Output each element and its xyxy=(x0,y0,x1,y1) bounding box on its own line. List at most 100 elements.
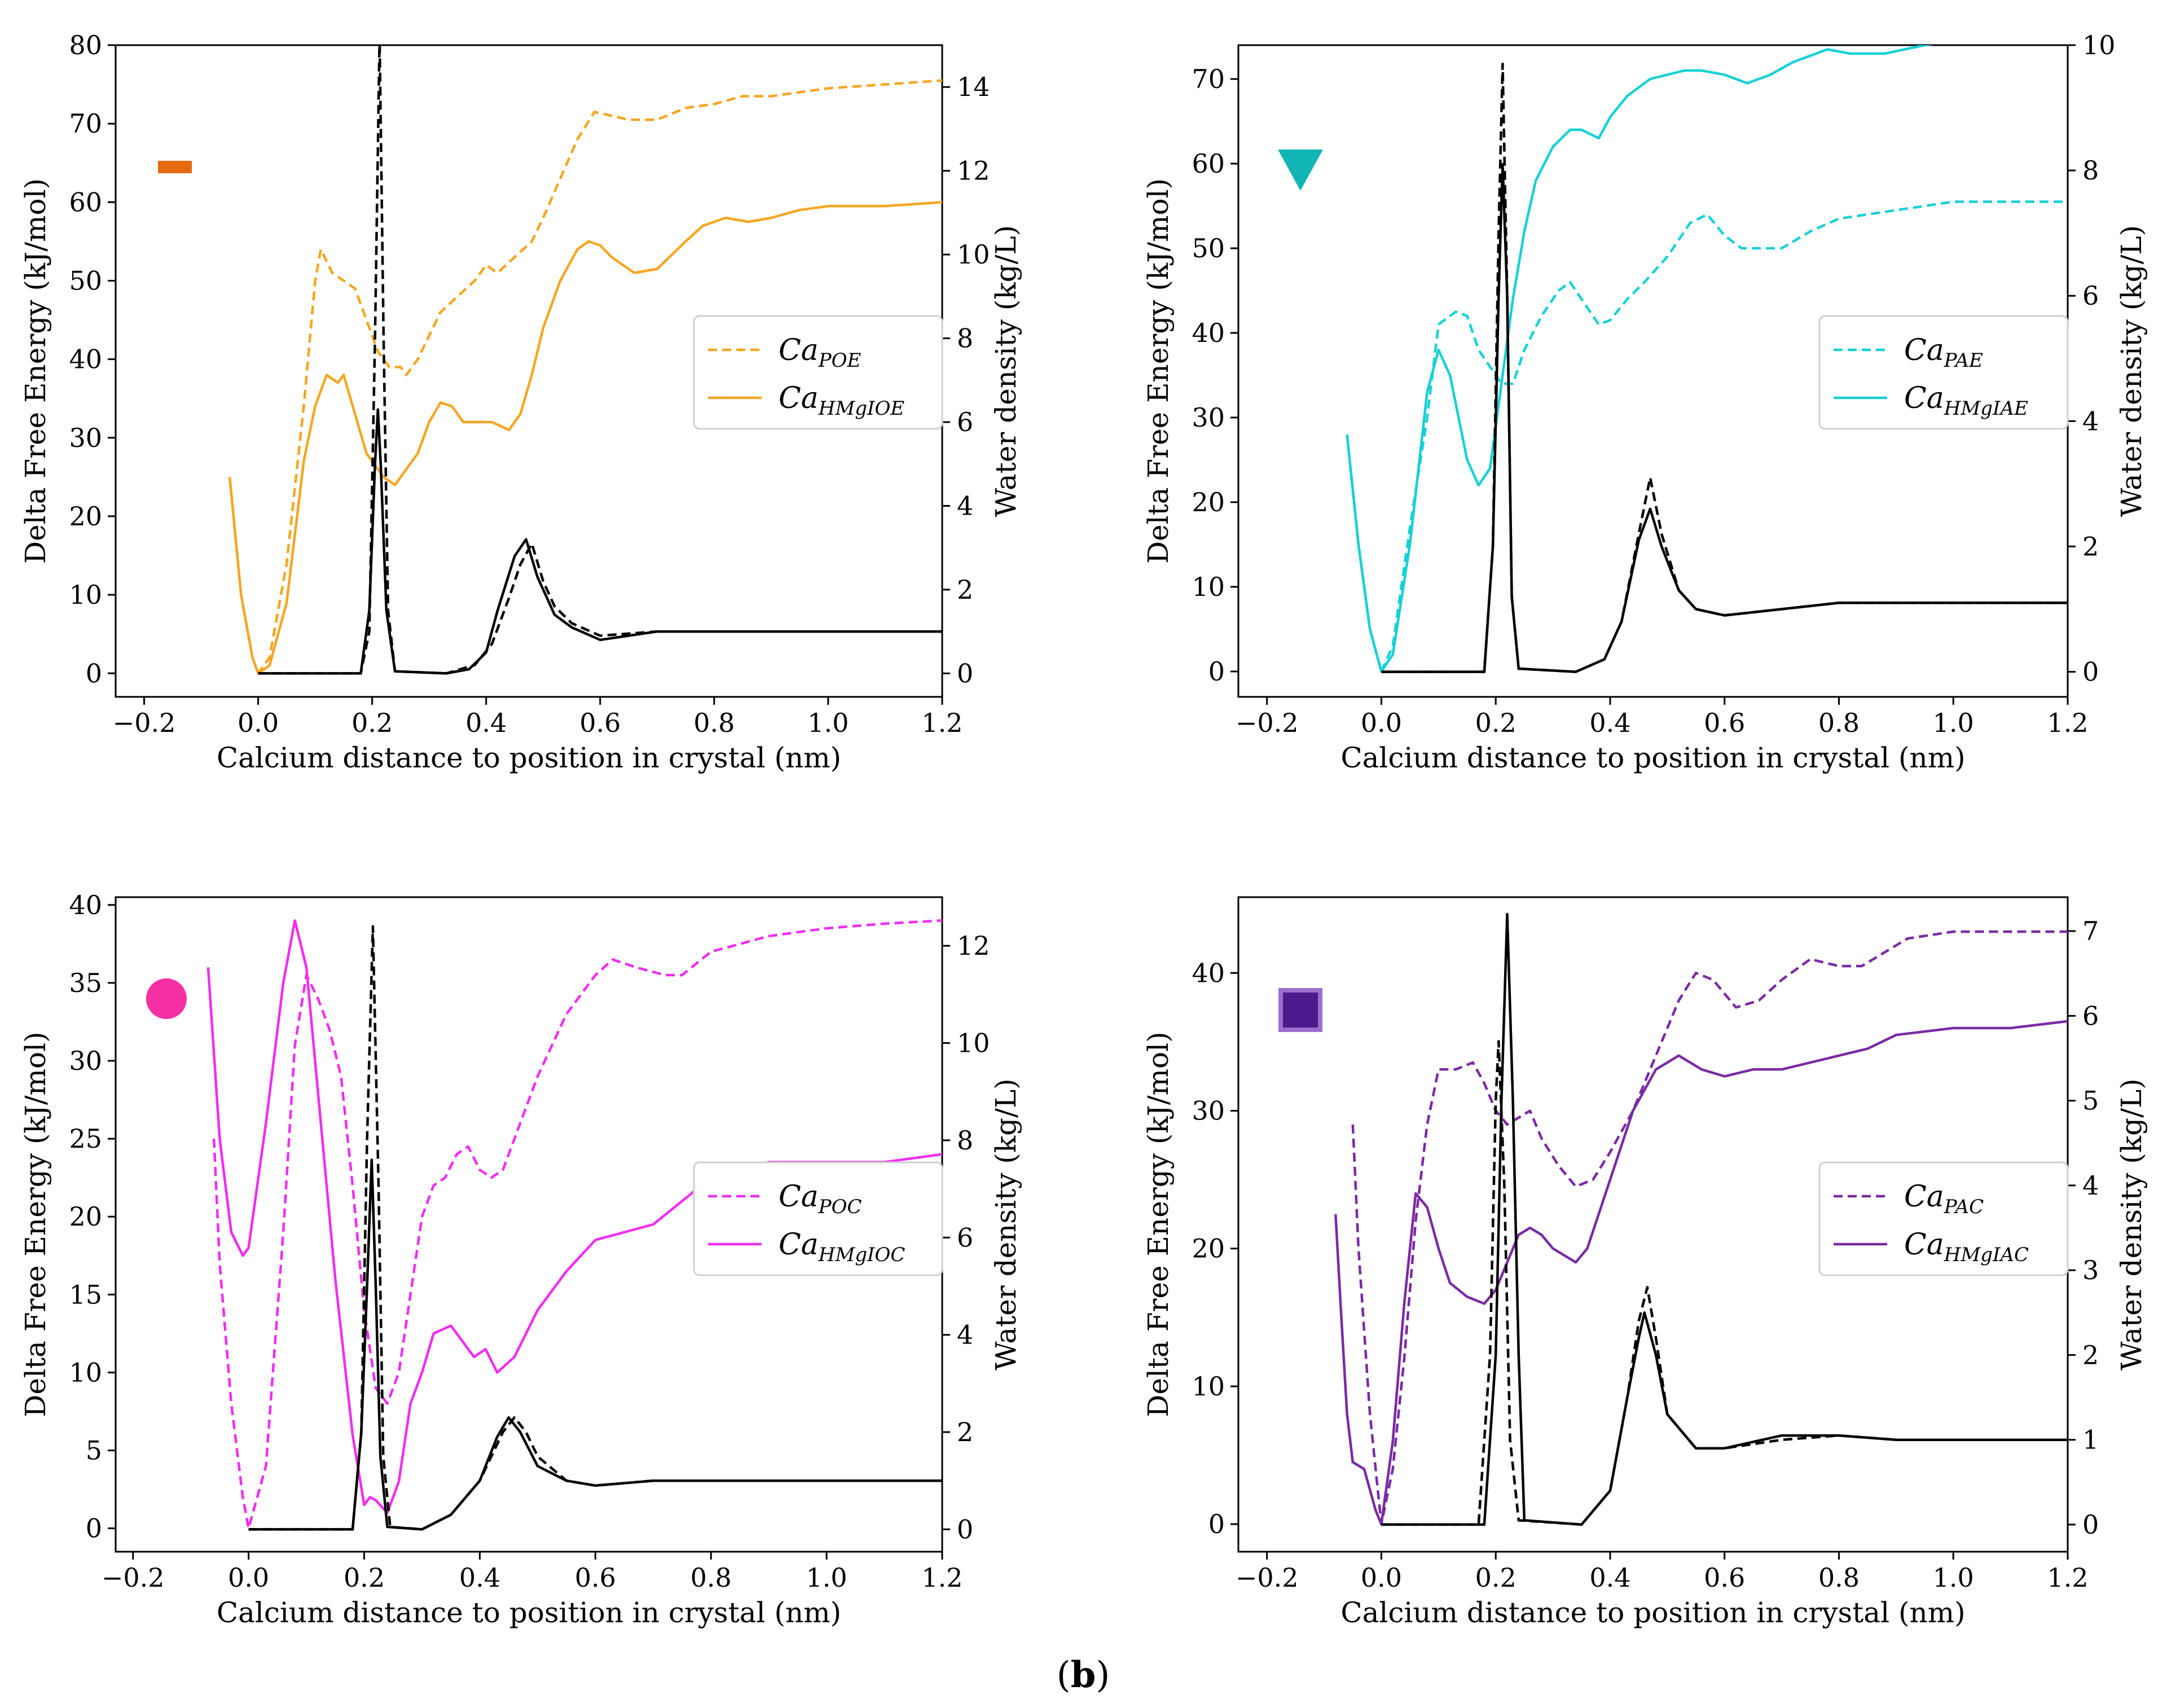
x-axis-label: Calcium distance to position in crystal … xyxy=(1340,741,1965,774)
caption-close: ) xyxy=(1096,1654,1110,1696)
y2-axis-label: Water density (kg/L) xyxy=(990,225,1022,517)
legend-label: CaHMgIAE xyxy=(1904,381,2028,420)
y-tick-label: 0 xyxy=(1208,1509,1225,1539)
y2-tick-label: 6 xyxy=(957,1222,973,1253)
y2-tick-label: 0 xyxy=(957,658,973,688)
marker-square-icon xyxy=(1278,988,1322,1032)
y-tick-label: 20 xyxy=(69,501,102,532)
legend-box xyxy=(1818,315,2069,430)
series-capoc xyxy=(212,919,942,1530)
y2-tick-label: 4 xyxy=(2082,1170,2099,1201)
x-tick-label: 0.4 xyxy=(1589,1562,1630,1593)
y-tick-label: 50 xyxy=(1192,233,1225,264)
x-tick-label: 0.0 xyxy=(238,708,279,738)
y2-tick-label: 1 xyxy=(2082,1425,2099,1455)
legend: CaPOC CaHMgIOC xyxy=(693,1161,943,1276)
y-tick-label: 15 xyxy=(69,1279,102,1310)
y2-tick-label: 12 xyxy=(957,930,990,961)
x-tick-label: −0.2 xyxy=(1236,708,1299,738)
x-tick-label: 1.2 xyxy=(2047,708,2088,738)
y2-tick-label: 4 xyxy=(2082,406,2099,436)
y-tick-label: 10 xyxy=(69,1357,102,1388)
x-axis-label: Calcium distance to position in crystal … xyxy=(1340,1596,1965,1629)
x-tick-label: 1.2 xyxy=(921,708,962,738)
y-tick-label: 10 xyxy=(69,579,102,610)
series-water-density-solid- xyxy=(1381,912,2068,1526)
y2-tick-label: 10 xyxy=(957,1028,990,1059)
series-capac xyxy=(1351,930,2068,1526)
y2-tick-label: 12 xyxy=(957,156,990,186)
y2-tick-label: 2 xyxy=(957,1417,973,1447)
y2-tick-label: 4 xyxy=(957,491,973,521)
y2-tick-label: 8 xyxy=(957,1125,973,1156)
x-tick-label: 0.2 xyxy=(351,708,393,738)
chart-bl: −0.2 0.0 0.2 0.4 0.6 0.8 1.0 1.2051015202530354… xyxy=(19,890,1022,1629)
series-cahmgioc xyxy=(206,919,942,1514)
marker-circle-icon xyxy=(146,978,187,1019)
y2-tick-label: 6 xyxy=(957,407,973,437)
y-tick-label: 0 xyxy=(1208,656,1225,687)
series-water-density-solid- xyxy=(1381,163,2068,673)
caption-letter: b xyxy=(1071,1654,1096,1696)
x-tick-label: −0.2 xyxy=(102,1562,165,1593)
y2-tick-label: 6 xyxy=(2082,1000,2099,1031)
legend: CaPAE CaHMgIAE xyxy=(1818,315,2069,430)
x-tick-label: 0.6 xyxy=(1704,1562,1745,1593)
x-tick-label: 0.0 xyxy=(228,1562,269,1593)
x-tick-label: 0.8 xyxy=(1818,708,1860,738)
y-tick-label: 0 xyxy=(86,1513,102,1544)
x-tick-label: 0.8 xyxy=(1818,1562,1860,1593)
x-axis-label: Calcium distance to position in crystal … xyxy=(217,1596,841,1629)
y2-tick-label: 8 xyxy=(2082,155,2099,186)
y2-tick-label: 7 xyxy=(2082,916,2099,946)
y2-tick-label: 0 xyxy=(957,1514,973,1544)
x-tick-label: 1.2 xyxy=(921,1562,962,1593)
y-tick-label: 5 xyxy=(86,1435,102,1465)
legend-label: CaHMgIOC xyxy=(779,1228,905,1266)
x-tick-label: 0.4 xyxy=(1589,708,1630,738)
y2-tick-label: 2 xyxy=(2082,1340,2099,1370)
series-cahmgioe xyxy=(228,201,942,675)
y-tick-label: 35 xyxy=(69,968,102,998)
legend-box xyxy=(693,1161,943,1276)
marker-triangle-icon xyxy=(1278,150,1323,191)
legend: CaPOE CaHMgIOE xyxy=(693,315,943,430)
y2-tick-label: 10 xyxy=(957,239,990,270)
x-tick-label: −0.2 xyxy=(113,708,176,738)
y-tick-label: 40 xyxy=(69,344,102,375)
x-tick-label: 0.2 xyxy=(344,1562,385,1593)
y-tick-label: 30 xyxy=(1192,402,1225,433)
x-tick-label: 0.6 xyxy=(575,1562,616,1593)
x-tick-label: 0.6 xyxy=(579,708,621,738)
y2-tick-label: 0 xyxy=(2082,657,2099,687)
y-tick-label: 40 xyxy=(69,890,102,920)
y-tick-label: 50 xyxy=(69,265,102,296)
series-cahmgiac xyxy=(1334,1020,2068,1526)
series-water-density-dashed- xyxy=(1381,1040,2068,1526)
x-tick-label: 1.0 xyxy=(1933,1562,1974,1593)
y2-tick-label: 8 xyxy=(957,323,973,354)
y2-tick-label: 3 xyxy=(2082,1255,2099,1285)
x-tick-label: 0.2 xyxy=(1475,708,1517,738)
y2-tick-label: 10 xyxy=(2082,30,2116,60)
y-tick-label: 40 xyxy=(1192,318,1225,348)
series-cahmgiae xyxy=(1346,45,1933,673)
y2-tick-label: 2 xyxy=(2082,531,2099,561)
x-tick-label: 0.4 xyxy=(465,708,507,738)
x-tick-label: 1.0 xyxy=(1933,708,1974,738)
legend-box xyxy=(1818,1161,2069,1276)
y2-axis-label: Water density (kg/L) xyxy=(990,1078,1022,1370)
legend-label: CaPOE xyxy=(779,333,861,372)
y2-tick-label: 5 xyxy=(2082,1086,2099,1116)
x-tick-label: 0.6 xyxy=(1704,708,1745,738)
x-tick-label: 0.4 xyxy=(459,1562,500,1593)
legend-label: CaHMgIOE xyxy=(779,381,904,420)
chart-br: −0.2 0.0 0.2 0.4 0.6 0.8 1.0 1.2 0 10 20 30 40 0 1 2 3 4 5… xyxy=(1142,896,2148,1629)
x-tick-label: 0.0 xyxy=(1361,708,1402,738)
series-capoe xyxy=(228,79,942,675)
x-tick-label: 0.8 xyxy=(691,1562,732,1593)
marker-dash-icon xyxy=(158,161,192,173)
y-tick-label: 80 xyxy=(69,30,102,60)
x-tick-label: 0.0 xyxy=(1361,1562,1402,1593)
